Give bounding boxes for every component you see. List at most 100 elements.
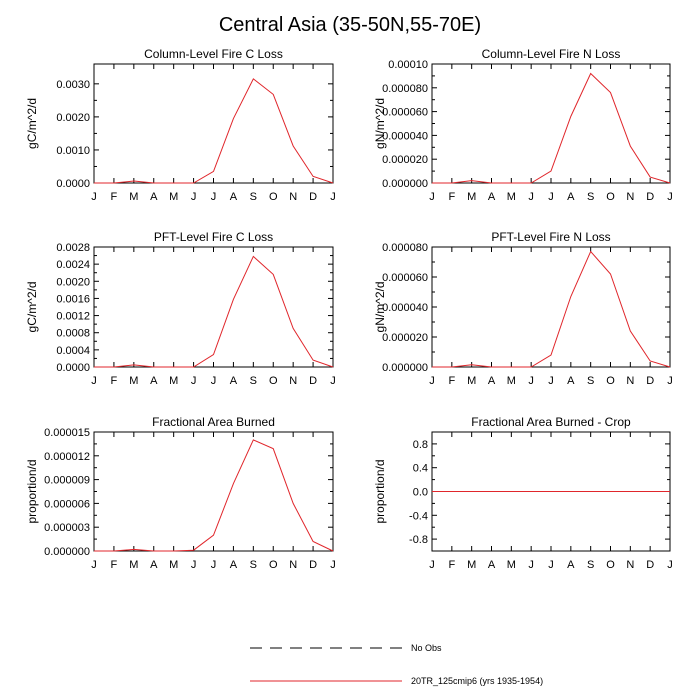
panel2-ytick-label: 0.000040 <box>382 130 428 142</box>
panel6-ytick-label: 0.4 <box>413 463 428 475</box>
panel3-series-line <box>94 255 334 368</box>
panel3-xtick-label: J <box>330 375 336 387</box>
panel3-xtick-label: J <box>211 375 217 387</box>
panel5-series-line <box>94 439 334 552</box>
panel6-xtick-label: J <box>528 559 534 571</box>
panel5-xtick-label: N <box>289 559 297 571</box>
panel5-xtick-label: J <box>191 559 197 571</box>
panel4-series-line <box>432 250 671 368</box>
legend-label-no-obs: No Obs <box>411 643 442 653</box>
panel3-xtick-label: F <box>111 375 118 387</box>
panel3-xtick-label: A <box>230 375 238 387</box>
panel1-ylabel: gC/m^2/d <box>25 98 39 149</box>
panel4-frame <box>431 246 671 368</box>
panel6-xtick-label: S <box>587 559 594 571</box>
panel5-frame <box>93 431 334 552</box>
panel4-ytick-label: 0.000000 <box>382 362 428 374</box>
panel4-xtick-label: N <box>626 375 634 387</box>
panel2-ytick-label: 0.000060 <box>382 107 428 119</box>
panel2-ylabel: gN/m^2/d <box>373 98 387 149</box>
panel2-xtick-label: J <box>548 191 554 203</box>
panel3-xtick-label: N <box>289 375 297 387</box>
panel2-xtick-label: J <box>429 191 435 203</box>
panel2-xtick-label: J <box>667 191 673 203</box>
panel1-xtick-label: A <box>150 191 158 203</box>
panel6-ytick-label: 0.8 <box>413 439 428 451</box>
panel3-ytick-label: 0.0028 <box>56 242 90 254</box>
panel2-ytick-label: 0.000000 <box>382 178 428 190</box>
panel1-xtick-label: J <box>191 191 197 203</box>
panel5-ytick-label: 0.000015 <box>44 427 90 439</box>
panel4-xtick-label: S <box>587 375 594 387</box>
panel5-xtick-label: J <box>211 559 217 571</box>
panel1-xtick-label: F <box>111 191 118 203</box>
panel1-ytick-label: 0.0020 <box>56 112 90 124</box>
panel5-ytick-label: 0.000003 <box>44 522 90 534</box>
panel5-xtick-label: J <box>330 559 336 571</box>
panel3-xtick-label: D <box>309 375 317 387</box>
panel1-xtick-label: S <box>250 191 257 203</box>
panel2-title: Column-Level Fire N Loss <box>482 47 621 61</box>
panel2-ytick-label: 0.00010 <box>388 59 428 71</box>
panel2-xtick-label: A <box>567 191 575 203</box>
panel5-xtick-label: M <box>129 559 138 571</box>
panel1-xtick-label: N <box>289 191 297 203</box>
panel3-ylabel: gC/m^2/d <box>25 282 39 333</box>
panel4-xtick-label: A <box>567 375 575 387</box>
panel5-xtick-label: O <box>269 559 278 571</box>
panel1-xtick-label: D <box>309 191 317 203</box>
panel5-ytick-label: 0.000000 <box>44 546 90 558</box>
panel6-xtick-label: M <box>467 559 476 571</box>
panel1-ytick-label: 0.0000 <box>56 178 90 190</box>
panel2-xtick-label: M <box>467 191 476 203</box>
panel5-xtick-label: S <box>250 559 257 571</box>
panel4-ytick-label: 0.000060 <box>382 272 428 284</box>
panel1-xtick-label: M <box>169 191 178 203</box>
panel4-xtick-label: J <box>429 375 435 387</box>
panel6-xtick-label: O <box>606 559 615 571</box>
panel5-xtick-label: A <box>230 559 238 571</box>
panel5-ytick-label: 0.000009 <box>44 475 90 487</box>
panel2-xtick-label: F <box>448 191 455 203</box>
panel1-title: Column-Level Fire C Loss <box>144 47 283 61</box>
panel2-xtick-label: D <box>646 191 654 203</box>
panel4-xtick-label: J <box>667 375 673 387</box>
panel2-xtick-label: M <box>507 191 516 203</box>
panel5-xtick-label: M <box>169 559 178 571</box>
panel6-xtick-label: F <box>448 559 455 571</box>
panel6-xtick-label: N <box>626 559 634 571</box>
panel2-series-line <box>432 72 671 184</box>
panel1-series-line <box>94 78 334 184</box>
panel1-xtick-label: A <box>230 191 238 203</box>
panel4-title: PFT-Level Fire N Loss <box>491 230 610 244</box>
panel3-ytick-label: 0.0016 <box>56 293 90 305</box>
panel5-ylabel: proportion/d <box>25 459 39 523</box>
panel6-xtick-label: A <box>567 559 575 571</box>
panel1-ytick-label: 0.0030 <box>56 79 90 91</box>
panel4-ytick-label: 0.000040 <box>382 302 428 314</box>
panel6-ylabel: proportion/d <box>373 459 387 523</box>
panel4-ytick-label: 0.000020 <box>382 332 428 344</box>
panel2-xtick-label: N <box>626 191 634 203</box>
panel6-xtick-label: J <box>667 559 673 571</box>
panel5-xtick-label: A <box>150 559 158 571</box>
panel1-frame <box>93 63 334 184</box>
panel1-xtick-label: J <box>91 191 97 203</box>
panel3-ytick-label: 0.0008 <box>56 328 90 340</box>
panel4-xtick-label: M <box>467 375 476 387</box>
figure-title: Central Asia (35-50N,55-70E) <box>218 14 482 36</box>
panel6-ytick-label: -0.8 <box>409 534 428 546</box>
panel4-xtick-label: F <box>448 375 455 387</box>
panel3-xtick-label: M <box>129 375 138 387</box>
panel3-ytick-label: 0.0000 <box>56 362 90 374</box>
panel3-ytick-label: 0.0020 <box>56 276 90 288</box>
panel4-xtick-label: A <box>488 375 496 387</box>
panel4-xtick-label: J <box>548 375 554 387</box>
panel1-xtick-label: M <box>129 191 138 203</box>
panel3-title: PFT-Level Fire C Loss <box>154 230 273 244</box>
panel1-ytick-label: 0.0010 <box>56 145 90 157</box>
panel2-ytick-label: 0.000080 <box>382 83 428 95</box>
panel6-xtick-label: J <box>429 559 435 571</box>
panel3-ytick-label: 0.0004 <box>56 345 90 357</box>
